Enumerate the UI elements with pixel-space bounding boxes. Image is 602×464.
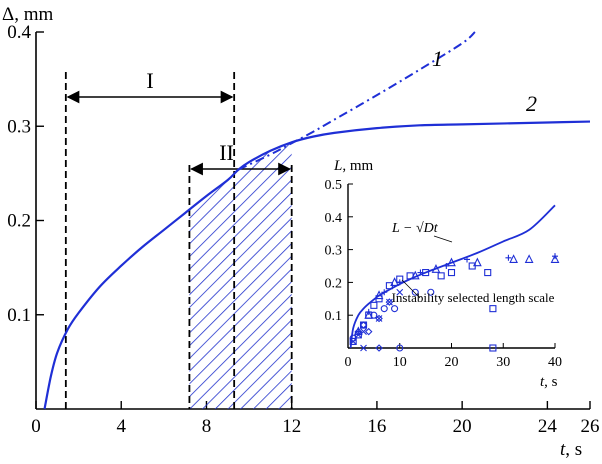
inset-annotation: Instability selected length scale <box>392 290 555 305</box>
inset-point-plus <box>464 256 471 263</box>
y-tick-label: 0.2 <box>7 211 31 232</box>
inset-point-square <box>437 272 445 280</box>
inset-point-plus <box>505 254 512 261</box>
inset-point-diamond <box>375 344 383 352</box>
inset-point-square <box>349 337 357 345</box>
curve-2 <box>43 120 591 410</box>
inset-point-plus <box>396 279 403 286</box>
inset-y-tick-label: 0.2 <box>325 276 343 291</box>
inset-point-cross <box>354 331 362 339</box>
inset-point-cross <box>360 344 367 352</box>
y-tick-label: 0.4 <box>7 22 31 43</box>
inset-x-tick-label: 40 <box>548 355 562 370</box>
inset-y-tick-label: 0.5 <box>325 178 343 193</box>
inset-x-tick-label: 20 <box>445 355 459 370</box>
inset-annotation-leader <box>401 279 421 299</box>
inset-point-triangle <box>509 254 518 263</box>
inset-point-circle <box>370 311 378 319</box>
inset-point-diamond <box>375 314 383 323</box>
inset-point-square <box>370 301 378 309</box>
inset-point-diamond <box>359 321 368 329</box>
inset-point-square <box>489 344 497 352</box>
inset-point-circle <box>396 344 404 352</box>
y-tick-label: 0.1 <box>7 305 31 326</box>
inset-point-cross <box>349 338 357 345</box>
inset-point-triangle <box>447 257 456 267</box>
inset-point-square <box>489 305 497 313</box>
inset-x-tick-label: 30 <box>496 355 510 370</box>
inset-point-diamond <box>385 298 394 306</box>
x-tick-label: 24 <box>538 416 558 437</box>
inset-point-triangle <box>524 254 534 263</box>
inset-point-triangle <box>374 290 384 300</box>
inset-point-triangle <box>550 254 560 263</box>
inset-point-cross <box>386 298 393 306</box>
y-axis-label: Δ, mm <box>2 4 53 25</box>
inset-point-triangle <box>390 277 399 286</box>
curve-1 <box>237 31 476 171</box>
inset-point-plus <box>381 289 388 296</box>
inset-point-circle <box>391 305 399 313</box>
x-tick-label: 16 <box>367 416 386 437</box>
x-tick-label: 4 <box>116 416 126 437</box>
inset-point-diamond <box>364 327 373 336</box>
x-tick-label: 0 <box>31 416 41 437</box>
inset-point-plus <box>417 269 424 276</box>
inset-x-tick-label: 10 <box>393 355 407 370</box>
inset-point-square <box>447 269 456 277</box>
inset-point-cross <box>360 328 367 335</box>
inset-fit-curve <box>349 204 556 349</box>
inset-point-cross <box>375 315 383 322</box>
x-tick-label: 12 <box>282 416 301 437</box>
inset-point-circle <box>380 305 388 313</box>
inset-y-tick-label: 0.1 <box>325 309 343 324</box>
inset-x-tick-label: 0 <box>345 355 352 370</box>
region-I-label: I <box>146 68 153 93</box>
x-axis-label: t, s <box>560 439 582 460</box>
inset-fit-label: L − √Dt <box>391 221 439 236</box>
inset-point-square <box>484 269 492 277</box>
x-tick-label: 8 <box>202 416 212 437</box>
region-II-label: II <box>219 140 234 165</box>
inset-fit-label-leader <box>433 235 453 243</box>
inset-y-label: L, mm <box>333 158 374 174</box>
inset-point-triangle <box>431 264 441 273</box>
inset-point-plus <box>443 263 450 269</box>
inset-point-triangle <box>472 257 482 267</box>
inset-x-label: t, s <box>540 374 558 390</box>
inset-point-plus <box>355 328 362 335</box>
inset-point-cross <box>396 288 404 296</box>
x-tick-label: 20 <box>453 416 472 437</box>
x-tick-label: 26 <box>581 416 600 437</box>
inset-y-tick-label: 0.4 <box>325 211 343 226</box>
hatched-region-II <box>189 142 292 409</box>
curve-1-label: 1 <box>432 46 443 71</box>
inset-point-circle <box>411 288 419 296</box>
inset-point-triangle <box>410 270 420 280</box>
inset-point-circle <box>427 288 435 296</box>
inset-point-plus <box>552 253 558 260</box>
y-tick-label: 0.3 <box>7 116 31 137</box>
inset-y-tick-label: 0.3 <box>325 244 343 259</box>
inset-point-plus <box>365 308 372 315</box>
curve-2-label: 2 <box>526 91 537 116</box>
